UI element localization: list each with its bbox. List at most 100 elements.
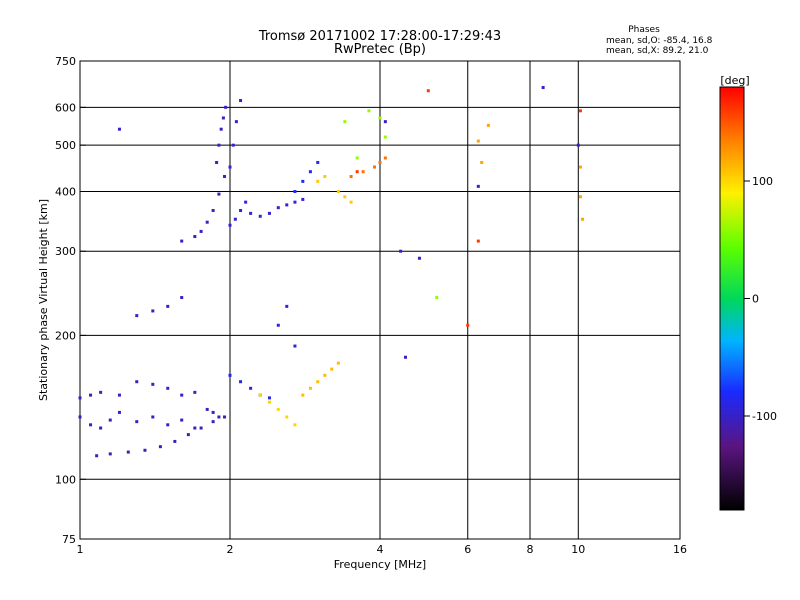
data-point <box>249 386 253 390</box>
axis-ticks: 1 2 4 6 8 10 16 75 100 200 300 400 500 600 750 <box>55 55 687 556</box>
data-points <box>78 86 585 458</box>
data-point <box>476 184 480 188</box>
data-point <box>199 229 203 233</box>
data-point <box>435 296 439 300</box>
data-point <box>228 165 232 169</box>
data-point <box>316 160 320 164</box>
data-point <box>399 249 403 253</box>
data-point <box>301 197 305 201</box>
data-point <box>89 393 93 397</box>
colorbar-tick-label: 100 <box>752 175 773 188</box>
data-point <box>258 393 262 397</box>
data-point <box>151 415 155 419</box>
data-point <box>211 209 215 213</box>
x-tick-label: 8 <box>527 543 534 556</box>
data-point <box>355 156 359 160</box>
data-point <box>308 170 312 174</box>
data-point <box>258 214 262 218</box>
colorbar-tick-label: -100 <box>752 410 777 423</box>
data-point <box>293 423 297 427</box>
data-point <box>199 426 203 430</box>
data-point <box>158 445 162 449</box>
data-point <box>244 200 248 204</box>
data-point <box>276 407 280 411</box>
y-axis-label: Stationary phase Virtual Height [km] <box>37 199 50 401</box>
data-point <box>193 426 197 430</box>
data-point <box>151 382 155 386</box>
data-point <box>383 120 387 124</box>
y-tick-label: 500 <box>55 139 76 152</box>
data-point <box>89 423 93 427</box>
data-point <box>211 410 215 414</box>
data-point <box>211 420 215 424</box>
data-point <box>231 143 235 147</box>
data-point <box>219 127 223 131</box>
data-point <box>426 89 430 93</box>
data-point <box>223 174 227 178</box>
colorbar-gradient <box>719 86 745 511</box>
data-point <box>276 206 280 210</box>
y-tick-label: 750 <box>55 55 76 68</box>
data-point <box>480 160 484 164</box>
grid-lines <box>80 61 680 539</box>
data-point <box>193 390 197 394</box>
data-point <box>135 314 139 318</box>
data-point <box>323 174 327 178</box>
data-point <box>180 239 184 243</box>
data-point <box>151 309 155 313</box>
data-point <box>285 203 289 207</box>
data-point <box>180 393 184 397</box>
data-point <box>108 418 112 422</box>
stats-line-o: mean, sd,O: -85.4, 16.8 <box>606 36 713 46</box>
data-point <box>373 165 377 169</box>
data-point <box>330 367 334 371</box>
colorbar: [deg] -100 0 100 <box>719 74 777 511</box>
data-point <box>349 200 353 204</box>
data-point <box>78 396 82 400</box>
data-point <box>166 386 170 390</box>
data-point <box>349 174 353 178</box>
data-point <box>476 239 480 243</box>
data-point <box>285 415 289 419</box>
data-point <box>166 423 170 427</box>
data-point <box>336 361 340 365</box>
y-tick-label: 200 <box>55 329 76 342</box>
data-point <box>276 323 280 327</box>
data-point <box>233 217 237 221</box>
data-point <box>239 380 243 384</box>
data-point <box>378 116 382 120</box>
data-point <box>355 170 359 174</box>
chart-subtitle: RwPretec (Bp) <box>334 42 426 57</box>
data-point <box>217 192 221 196</box>
data-point <box>316 179 320 183</box>
data-point <box>217 143 221 147</box>
data-point <box>417 256 421 260</box>
x-tick-label: 4 <box>377 543 384 556</box>
data-point <box>166 304 170 308</box>
data-point <box>143 448 147 452</box>
data-point <box>239 209 243 213</box>
y-tick-label: 75 <box>62 533 76 546</box>
data-point <box>576 143 580 147</box>
x-tick-label: 1 <box>77 543 84 556</box>
chart-title: Tromsø 20171002 17:28:00-17:29:43 <box>258 29 501 44</box>
data-point <box>336 189 340 193</box>
data-point <box>293 189 297 193</box>
data-point <box>135 420 139 424</box>
data-point <box>215 160 219 164</box>
data-point <box>383 135 387 139</box>
data-point <box>293 200 297 204</box>
data-point <box>293 344 297 348</box>
data-point <box>361 170 365 174</box>
data-point <box>541 86 545 90</box>
data-point <box>173 439 177 443</box>
x-tick-label: 2 <box>227 543 234 556</box>
data-point <box>578 195 582 199</box>
data-point <box>267 211 271 215</box>
colorbar-label: [deg] <box>720 74 749 87</box>
stats-line-x: mean, sd,X: 89.2, 21.0 <box>606 46 709 56</box>
data-point <box>228 223 232 227</box>
data-point <box>486 123 490 127</box>
data-point <box>578 165 582 169</box>
